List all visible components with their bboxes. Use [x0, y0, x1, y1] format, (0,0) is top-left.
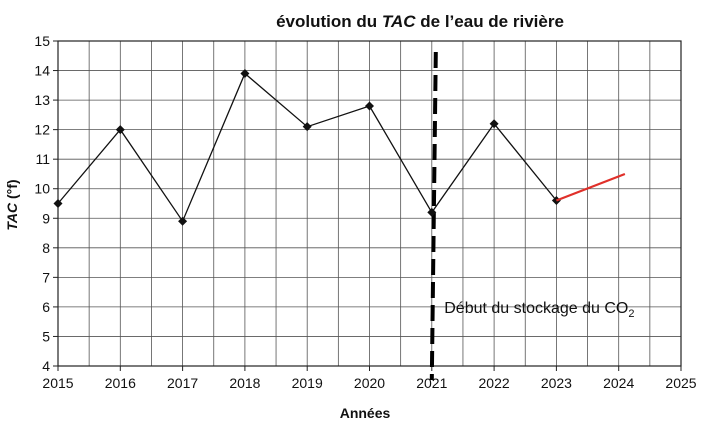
- data-point: [53, 199, 63, 208]
- x-tick-label: 2016: [105, 375, 136, 391]
- data-point: [178, 216, 188, 226]
- x-tick-label: 2022: [479, 375, 510, 391]
- x-tick-label: 2015: [42, 375, 73, 391]
- y-tick-labels: 4 5 6 7 8 9 10 11 12 13 14 15: [34, 33, 58, 374]
- vline-label: Début du stockage du CO2: [444, 300, 634, 320]
- data-point: [240, 69, 250, 78]
- y-tick-label: 11: [35, 151, 50, 167]
- data-point: [365, 101, 374, 111]
- y-tick-label: 7: [42, 269, 50, 285]
- vline-label-text: Début du stockage du CO: [444, 300, 628, 317]
- series: [53, 69, 626, 226]
- y-tick-label: 12: [34, 122, 50, 138]
- vline-label-subscript: 2: [628, 308, 634, 320]
- data-point: [551, 196, 561, 206]
- ylabel-part-1: (°f): [4, 179, 20, 202]
- grid-lines: [57, 40, 682, 367]
- y-axis-label: TAC (°f): [4, 179, 20, 230]
- data-point: [115, 125, 125, 135]
- x-tick-label: 2025: [665, 375, 696, 391]
- y-tick-label: 9: [42, 210, 50, 226]
- storage-start-marker: Début du stockage du CO2: [429, 51, 634, 381]
- y-tick-label: 10: [34, 181, 50, 197]
- x-tick-label: 2019: [292, 375, 323, 391]
- title-part-1: TAC: [382, 12, 416, 31]
- x-tick-label: 2021: [416, 375, 447, 391]
- y-tick-label: 13: [34, 92, 50, 108]
- y-tick-label: 6: [42, 299, 50, 315]
- series-line-1: [556, 172, 626, 202]
- x-tick-label: 2024: [603, 375, 634, 391]
- y-tick-label: 14: [34, 63, 50, 79]
- data-point: [489, 119, 499, 129]
- x-tick-label: 2020: [354, 375, 385, 391]
- title-part-2: de l’eau de rivière: [416, 12, 564, 31]
- ylabel-part-0: TAC: [4, 202, 20, 231]
- title-part-0: évolution du: [276, 12, 382, 31]
- y-tick-label: 4: [42, 358, 50, 374]
- x-tick-label: 2018: [229, 375, 260, 391]
- x-tick-labels: 2015 2016 2017 2018 2019 2020 2021 2022 2023 2024…: [42, 366, 697, 391]
- data-point: [302, 122, 312, 132]
- data-point: [427, 207, 437, 217]
- y-tick-label: 8: [42, 240, 50, 256]
- y-tick-label: 5: [42, 328, 50, 344]
- x-tick-label: 2017: [167, 375, 198, 391]
- vline-dashed: [429, 51, 438, 381]
- y-tick-label: 15: [34, 33, 50, 49]
- x-axis-label: Années: [340, 405, 391, 421]
- x-tick-label: 2023: [541, 375, 572, 391]
- chart-title: évolution du TAC de l’eau de rivière: [276, 12, 564, 31]
